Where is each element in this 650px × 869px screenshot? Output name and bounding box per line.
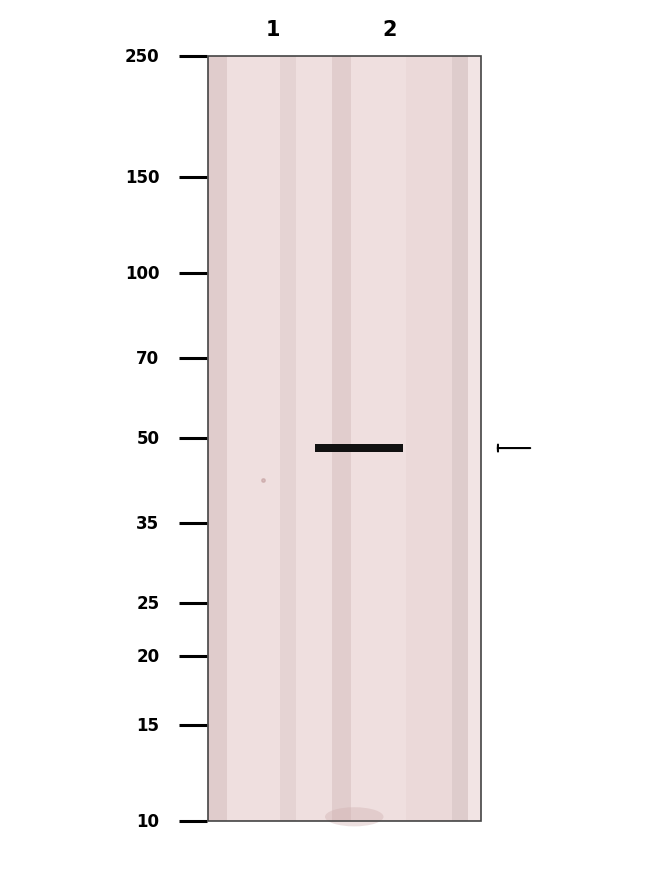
Bar (208, 56, 227, 821)
Text: 70: 70 (136, 350, 159, 368)
Text: 50: 50 (136, 430, 159, 448)
Bar (315, 444, 403, 453)
Bar (351, 56, 406, 821)
Text: 100: 100 (125, 265, 159, 283)
Text: 10: 10 (136, 813, 159, 830)
Bar (280, 56, 296, 821)
Text: 2: 2 (383, 21, 397, 40)
Text: 250: 250 (125, 48, 159, 65)
Bar (406, 56, 452, 821)
Bar (332, 56, 351, 821)
Text: 25: 25 (136, 594, 159, 613)
Text: 1: 1 (266, 21, 280, 40)
Text: 20: 20 (136, 647, 159, 666)
Text: 15: 15 (136, 716, 159, 733)
Bar (208, 56, 481, 821)
Text: 35: 35 (136, 514, 159, 533)
Text: 150: 150 (125, 169, 159, 187)
Bar (452, 56, 468, 821)
Bar (208, 56, 481, 821)
Bar (227, 56, 280, 821)
Bar (296, 56, 332, 821)
Ellipse shape (325, 807, 384, 826)
